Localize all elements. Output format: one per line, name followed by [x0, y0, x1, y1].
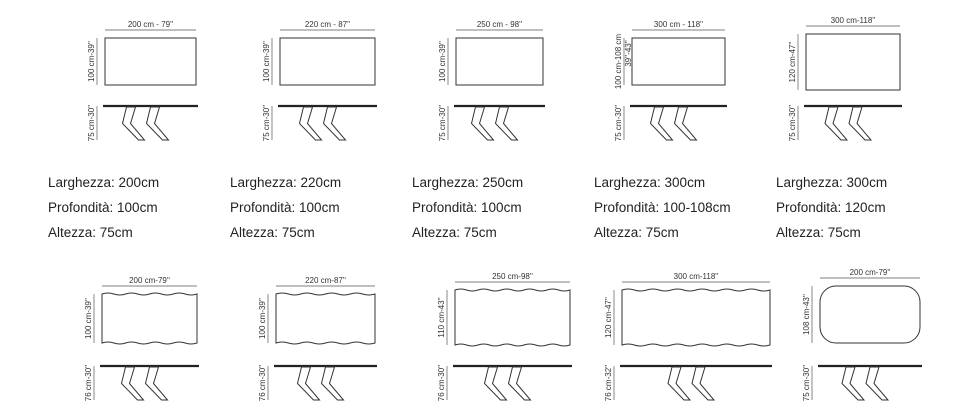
spec-text: Larghezza: 300cm [594, 175, 705, 190]
table-leg [470, 106, 495, 141]
spec-text: Altezza: 75cm [776, 225, 861, 240]
spec-text: Larghezza: 200cm [48, 175, 159, 190]
width-label: 250 cm-98'' [492, 272, 533, 281]
depth-label: 120 cm-47'' [604, 297, 613, 338]
width-label: 220 cm - 87'' [305, 20, 351, 29]
table-plan [275, 292, 376, 345]
width-label: 220 cm-87'' [305, 276, 346, 285]
spec-text: Profondità: 100cm [230, 200, 340, 215]
table-leg [494, 106, 519, 141]
height-label: 75 cm-30'' [614, 104, 623, 141]
width-label: 300 cm-118'' [831, 16, 876, 25]
depth-label: 120 cm-47'' [788, 41, 797, 82]
spec-text: Altezza: 75cm [48, 225, 133, 240]
height-label: 76 cm-30'' [437, 364, 446, 401]
width-label: 200 cm-79'' [129, 276, 170, 285]
table-leg [120, 366, 145, 401]
height-label: 76 cm-32'' [604, 364, 613, 401]
table-leg [673, 106, 698, 141]
height-label: 75 cm-30'' [87, 104, 96, 141]
table-leg [865, 366, 890, 401]
width-label: 300 cm - 118'' [654, 20, 704, 29]
width-label: 200 cm-79'' [850, 268, 891, 277]
table-leg [145, 106, 170, 141]
table-leg [649, 106, 674, 141]
table-plan [279, 37, 376, 86]
depth-label: 100 cm-39'' [84, 298, 93, 339]
depth-label: 100 cm-39'' [258, 298, 267, 339]
spec-text: Profondità: 100cm [412, 200, 522, 215]
spec-text: Altezza: 75cm [412, 225, 497, 240]
spec-text: Profondità: 100cm [48, 200, 158, 215]
height-label: 76 cm-30'' [258, 364, 267, 401]
table-plan [621, 288, 771, 347]
table-leg [691, 366, 716, 401]
table-leg [841, 366, 866, 401]
table-leg [483, 366, 508, 401]
depth-label: 100 cm-108 cm [614, 34, 623, 89]
spec-text: Larghezza: 220cm [230, 175, 341, 190]
height-label: 76 cm-30'' [84, 364, 93, 401]
table-plan [104, 37, 197, 86]
width-label: 250 cm - 98'' [477, 20, 523, 29]
table-leg [121, 106, 146, 141]
table-plan [819, 285, 921, 344]
table-leg [298, 106, 323, 141]
table-leg [144, 366, 169, 401]
table-plan [805, 33, 901, 91]
table-leg [824, 106, 849, 141]
table-leg [507, 366, 532, 401]
spec-text: Altezza: 75cm [594, 225, 679, 240]
depth-label: 100 cm-39'' [438, 41, 447, 82]
spec-text: Profondità: 120cm [776, 200, 886, 215]
table-plan [454, 288, 571, 347]
table-leg [848, 106, 873, 141]
height-label: 75 cm-30'' [262, 104, 271, 141]
table-plan [455, 37, 544, 86]
spec-text: Altezza: 75cm [230, 225, 315, 240]
table-plan [101, 292, 198, 345]
depth-label: 108 cm-43'' [802, 294, 811, 335]
table-plan [631, 37, 726, 86]
depth-label: 100 cm-39'' [87, 41, 96, 82]
table-leg [320, 366, 345, 401]
table-leg [322, 106, 347, 141]
height-label: 75 cm-30'' [788, 104, 797, 141]
width-label: 300 cm-118'' [674, 272, 719, 281]
depth-label: 39''-43'' [624, 40, 633, 67]
table-leg [296, 366, 321, 401]
depth-label: 100 cm-39'' [262, 41, 271, 82]
height-label: 75 cm-30'' [438, 104, 447, 141]
spec-text: Larghezza: 300cm [776, 175, 887, 190]
table-leg [667, 366, 692, 401]
width-label: 200 cm - 79'' [128, 20, 174, 29]
spec-text: Larghezza: 250cm [412, 175, 523, 190]
depth-label: 110 cm-43'' [437, 297, 446, 338]
height-label: 75 cm-30'' [802, 364, 811, 401]
spec-text: Profondità: 100-108cm [594, 200, 731, 215]
